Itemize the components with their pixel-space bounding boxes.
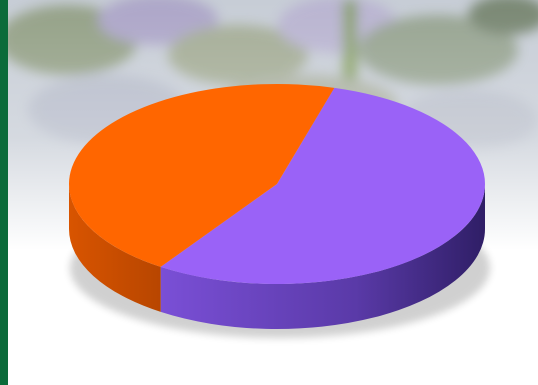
pie-slice-1 bbox=[160, 87, 486, 285]
pie-side-1 bbox=[160, 184, 486, 329]
pie-sides bbox=[69, 184, 486, 329]
pie-slice-2 bbox=[69, 84, 335, 267]
pie-side-2 bbox=[69, 184, 161, 312]
pie-tops bbox=[69, 84, 486, 285]
left-accent-bar bbox=[0, 0, 8, 385]
